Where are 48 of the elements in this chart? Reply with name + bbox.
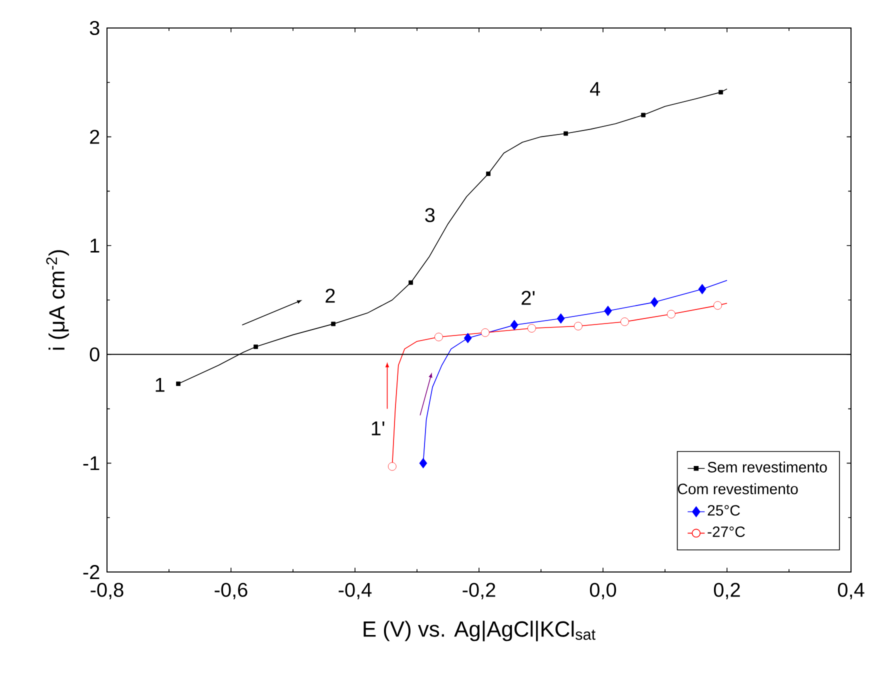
- point: [698, 284, 706, 294]
- point: [667, 310, 676, 318]
- annotation: 3: [425, 208, 435, 222]
- point: [331, 322, 336, 326]
- annotation: 2: [326, 288, 335, 303]
- x-tick-label: -0,8: [90, 582, 124, 600]
- x-tick-label: -0,6: [214, 582, 248, 600]
- point: [481, 328, 490, 337]
- x-tick-label: 0,4: [838, 582, 864, 600]
- point: [620, 318, 629, 326]
- y-tick-label: 1: [90, 238, 100, 252]
- annotation: 4: [590, 82, 600, 96]
- y-axis-title: i (μA cm$^{-2}$): [46, 250, 69, 350]
- point: [176, 382, 180, 386]
- point: [718, 90, 724, 94]
- y-tick-label: -1: [83, 456, 100, 470]
- point: [574, 322, 582, 330]
- x-tick-label: 0,0: [590, 582, 616, 600]
- x-tick-label: -0,4: [338, 582, 372, 600]
- annotation: 1: [156, 378, 164, 392]
- legend-label: Sem revestimento: [708, 461, 827, 472]
- point: [408, 280, 413, 285]
- point: [486, 172, 490, 176]
- annotation: 2': [522, 290, 535, 305]
- y-tick-label: 0: [90, 347, 100, 362]
- legend-title: Com revestimento: [678, 483, 798, 494]
- point: [641, 112, 646, 118]
- x-tick-label: 0,2: [714, 582, 740, 600]
- y-tick-label: 2: [90, 130, 100, 144]
- legend-label: -27°C: [708, 526, 745, 538]
- legend-label: 25°C: [708, 505, 740, 516]
- point: [556, 313, 565, 324]
- point: [604, 306, 612, 316]
- point: [388, 462, 396, 471]
- point: [434, 332, 443, 342]
- x-axis-title: E (V) vs. Ag|AgCl|KCl$_{sat}$: [364, 620, 596, 642]
- point: [714, 301, 722, 310]
- point: [254, 344, 258, 349]
- annotation: 1': [372, 422, 384, 436]
- point: [419, 458, 428, 468]
- point: [564, 131, 568, 136]
- point: [650, 296, 658, 308]
- point: [528, 324, 536, 332]
- y-tick-label: 3: [90, 20, 100, 36]
- x-tick-label: -0,2: [462, 582, 496, 600]
- point: [510, 320, 518, 330]
- point: [464, 332, 472, 344]
- y-tick-label: -2: [83, 565, 100, 579]
